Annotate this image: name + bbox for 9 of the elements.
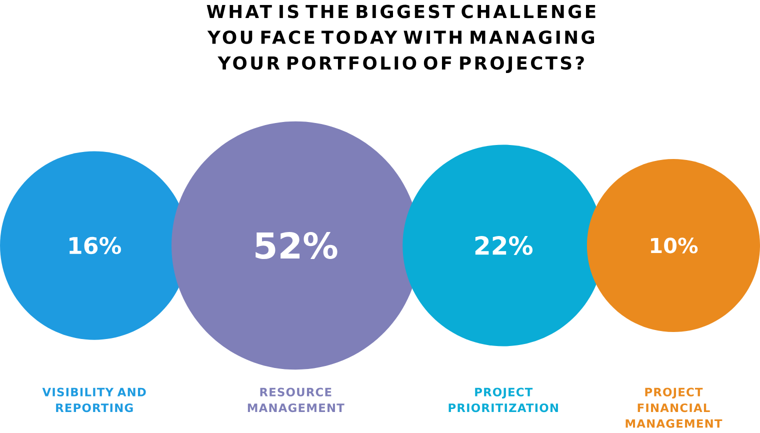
category-label: PROJECT PRIORITIZATION — [448, 388, 558, 412]
data-label: 16% — [70, 237, 121, 254]
category-label: RESOURCE MANAGEMENT — [248, 388, 344, 412]
category-label: PROJECT FINANCIAL MANAGEMENT — [626, 388, 722, 428]
data-label: 22% — [475, 236, 533, 256]
text: WHAT IS THE BIGGEST CHALLENGE YOU FACE TODAY WITH MANAGING YOUR PORTFOLIO OF PROJECTS? — [206, 4, 596, 74]
data-label: 10% — [651, 238, 698, 254]
data-label: 52% — [256, 232, 338, 260]
category-label: VISIBILITY AND REPORTING — [42, 388, 146, 412]
